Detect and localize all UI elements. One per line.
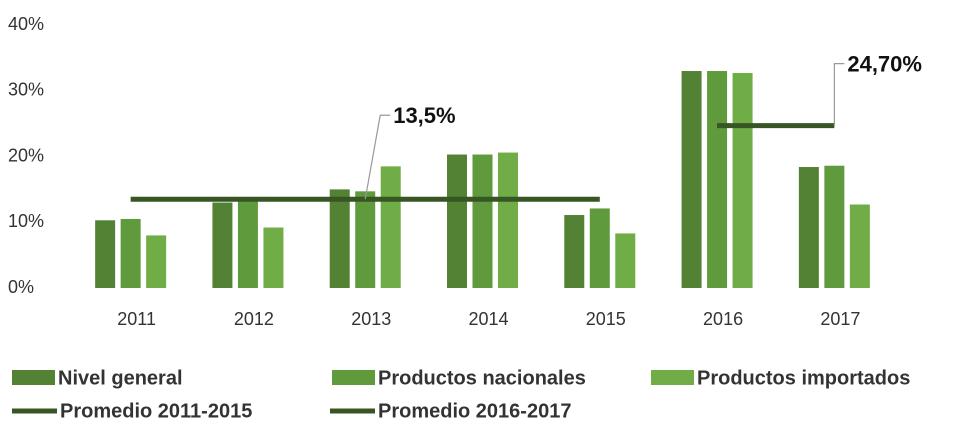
x-tick-label: 2015 bbox=[586, 309, 626, 329]
bar bbox=[95, 220, 116, 288]
x-tick-label: 2017 bbox=[820, 309, 860, 329]
legend-swatch bbox=[651, 370, 694, 385]
bar bbox=[849, 204, 870, 288]
legend-swatch bbox=[12, 370, 55, 385]
bar bbox=[380, 166, 401, 288]
legend-label: Promedio 2011-2015 bbox=[60, 400, 252, 422]
bar bbox=[212, 202, 233, 288]
bar bbox=[589, 208, 610, 288]
bar bbox=[146, 235, 167, 288]
average-label: 24,70% bbox=[847, 51, 922, 76]
x-tick-label: 2014 bbox=[468, 309, 508, 329]
bar bbox=[615, 233, 636, 288]
bar bbox=[263, 227, 284, 288]
x-tick-label: 2011 bbox=[117, 309, 156, 329]
bar bbox=[329, 189, 350, 288]
average-label: 13,5% bbox=[393, 103, 455, 128]
bar bbox=[447, 154, 467, 288]
legend-label: Promedio 2016-2017 bbox=[378, 400, 571, 422]
bar bbox=[732, 72, 753, 288]
y-tick-label: 20% bbox=[8, 145, 44, 165]
legend-label: Productos importados bbox=[697, 367, 910, 389]
callout-leader bbox=[364, 114, 391, 200]
bar bbox=[120, 218, 141, 288]
y-tick-label: 10% bbox=[8, 211, 44, 231]
callout-leader bbox=[833, 62, 845, 126]
x-tick-label: 2012 bbox=[234, 309, 274, 329]
bar bbox=[498, 152, 518, 288]
x-tick-label: 2016 bbox=[703, 309, 743, 329]
bar bbox=[355, 191, 376, 288]
bar bbox=[681, 71, 702, 289]
y-tick-label: 40% bbox=[8, 14, 44, 34]
bar bbox=[707, 71, 728, 289]
legend-label: Nivel general bbox=[58, 367, 183, 389]
y-tick-label: 30% bbox=[8, 80, 44, 100]
legend-swatch bbox=[332, 370, 375, 385]
bar bbox=[472, 154, 493, 288]
bar bbox=[798, 167, 819, 288]
bar bbox=[824, 165, 845, 288]
x-tick-label: 2013 bbox=[351, 309, 391, 329]
bar bbox=[237, 200, 258, 288]
legend-label: Productos nacionales bbox=[378, 367, 586, 389]
bar bbox=[564, 215, 585, 288]
y-tick-label: 0% bbox=[8, 277, 34, 297]
